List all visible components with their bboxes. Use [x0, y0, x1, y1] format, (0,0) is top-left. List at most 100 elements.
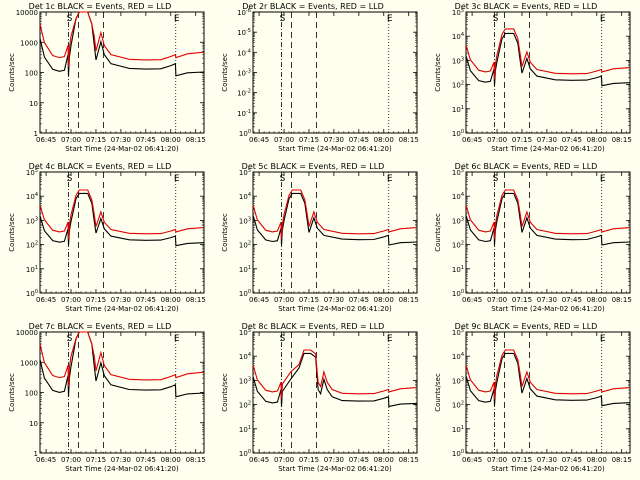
- x-tick-label: 06:45: [36, 296, 56, 304]
- x-tick-label: 08:00: [374, 136, 394, 144]
- plot-frame: [252, 331, 418, 454]
- x-tick-label: 07:45: [136, 136, 156, 144]
- y-tick-label: 102: [239, 401, 251, 410]
- plot-frame: [39, 331, 205, 454]
- x-tick-label: 08:00: [587, 456, 607, 464]
- panel-2: Det 2r BLACK = Events, RED = LLD 100 10-1 1…: [221, 2, 419, 153]
- y-tick-label: 105: [452, 168, 464, 177]
- x-tick-label: 06:45: [249, 456, 269, 464]
- y-axis-label: Counts/sec: [434, 373, 442, 412]
- x-tick-label: 07:30: [111, 136, 131, 144]
- lld-line: [39, 189, 204, 240]
- y-tick-label: 104: [26, 192, 38, 201]
- y-tick-label: 104: [452, 192, 464, 201]
- y-tick-label: 1: [34, 130, 38, 138]
- plot-frame: [252, 171, 418, 294]
- events-line: [39, 11, 204, 77]
- x-tick-label: 06:45: [36, 456, 56, 464]
- x-tick-label: 08:15: [399, 136, 419, 144]
- y-tick-label: 103: [452, 376, 464, 385]
- y-tick-label: 105: [26, 168, 38, 177]
- x-tick-label: 06:45: [462, 296, 482, 304]
- y-tick-label: 10000: [16, 9, 38, 17]
- x-tick-label: 07:45: [562, 456, 582, 464]
- x-tick-label: 06:45: [36, 136, 56, 144]
- y-tick-label: 102: [452, 401, 464, 410]
- lld-line: [39, 331, 204, 387]
- x-tick-label: 08:15: [186, 136, 206, 144]
- lld-line: [465, 28, 630, 80]
- y-tick-label: 1000: [20, 359, 38, 367]
- y-axis-label: Counts/sec: [221, 53, 229, 92]
- marker-label: E: [174, 334, 180, 344]
- x-tick-label: 07:15: [86, 136, 106, 144]
- panel-title: Det 3c BLACK = Events, RED = LLD: [455, 2, 598, 11]
- lld-line: [252, 349, 417, 400]
- y-tick-label: 100: [452, 129, 464, 138]
- x-tick-label: 07:30: [324, 296, 344, 304]
- y-axis-label: Counts/sec: [8, 373, 16, 412]
- marker-label: S: [67, 334, 73, 344]
- lld-line: [465, 189, 630, 240]
- panel-9: Det 9c BLACK = Events, RED = LLD 100 101 10…: [434, 322, 632, 473]
- y-tick-label: 104: [452, 32, 464, 41]
- events-line: [252, 192, 417, 246]
- marker-label: S: [493, 174, 499, 184]
- y-tick-label: 104: [452, 352, 464, 361]
- y-tick-label: 10-3: [237, 69, 251, 78]
- panel-title: Det 4c BLACK = Events, RED = LLD: [29, 162, 172, 171]
- x-tick-label: 07:15: [299, 136, 319, 144]
- y-tick-label: 10-1: [237, 109, 251, 118]
- x-tick-label: 07:45: [136, 296, 156, 304]
- x-tick-label: 07:15: [299, 296, 319, 304]
- panel-7: Det 7c BLACK = Events, RED = LLD 1 10 100 10…: [8, 322, 206, 473]
- y-tick-label: 105: [239, 328, 251, 337]
- marker-label: E: [174, 174, 180, 184]
- y-tick-label: 102: [26, 241, 38, 250]
- x-tick-label: 07:00: [274, 296, 294, 304]
- y-tick-label: 105: [239, 168, 251, 177]
- x-tick-label: 06:45: [462, 456, 482, 464]
- x-tick-label: 07:30: [324, 456, 344, 464]
- x-tick-label: 07:15: [512, 296, 532, 304]
- panel-title: Det 5c BLACK = Events, RED = LLD: [242, 162, 385, 171]
- y-tick-label: 100: [452, 289, 464, 298]
- x-tick-label: 08:00: [587, 296, 607, 304]
- x-tick-label: 07:15: [86, 296, 106, 304]
- y-axis-label: Counts/sec: [8, 213, 16, 252]
- y-tick-label: 101: [26, 265, 38, 274]
- x-tick-label: 08:15: [186, 296, 206, 304]
- y-tick-label: 101: [239, 265, 251, 274]
- y-axis-label: Counts/sec: [8, 53, 16, 92]
- x-tick-label: 08:00: [161, 296, 181, 304]
- y-tick-label: 10-6: [237, 8, 251, 17]
- x-tick-label: 08:15: [612, 456, 632, 464]
- lld-line: [39, 11, 204, 67]
- y-axis-label: Counts/sec: [221, 373, 229, 412]
- x-tick-label: 08:15: [612, 296, 632, 304]
- plot-frame: [39, 171, 205, 294]
- marker-label: E: [387, 174, 393, 184]
- x-tick-label: 07:45: [136, 456, 156, 464]
- x-tick-label: 07:00: [274, 456, 294, 464]
- x-tick-label: 08:00: [374, 456, 394, 464]
- y-tick-label: 100: [239, 289, 251, 298]
- panel-3: Det 3c BLACK = Events, RED = LLD 100 101 10…: [434, 2, 632, 153]
- plot-frame: [465, 11, 631, 134]
- x-axis-label: Start Time (24-Mar-02 06:41:20): [278, 465, 392, 473]
- panel-4: Det 4c BLACK = Events, RED = LLD 100 101 10…: [8, 162, 206, 313]
- events-line: [465, 352, 630, 407]
- y-tick-label: 10-2: [237, 89, 251, 98]
- y-tick-label: 10-4: [237, 48, 251, 57]
- x-axis-label: Start Time (24-Mar-02 06:41:20): [491, 465, 605, 473]
- plot-frame: [252, 11, 418, 134]
- lld-line: [252, 189, 417, 240]
- x-tick-label: 07:00: [61, 456, 81, 464]
- x-tick-label: 08:00: [161, 136, 181, 144]
- marker-label: S: [280, 174, 286, 184]
- panel-title: Det 2r BLACK = Events, RED = LLD: [242, 2, 384, 11]
- x-axis-label: Start Time (24-Mar-02 06:41:20): [491, 305, 605, 313]
- x-tick-label: 07:15: [299, 456, 319, 464]
- x-tick-label: 07:30: [324, 136, 344, 144]
- y-tick-label: 10000: [16, 329, 38, 337]
